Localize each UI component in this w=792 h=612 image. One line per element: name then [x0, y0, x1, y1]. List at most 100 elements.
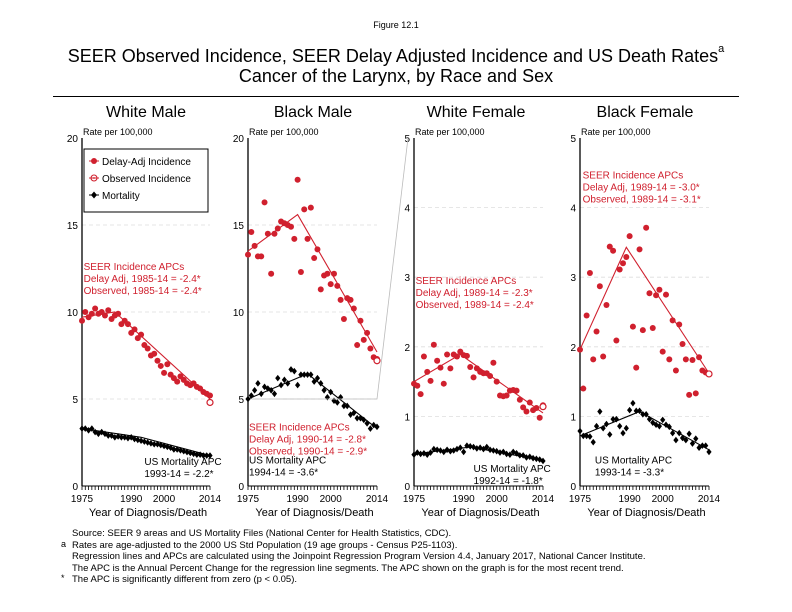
delay-adj-point — [414, 382, 421, 389]
delay-adj-point — [610, 247, 617, 254]
mortality-point — [154, 440, 161, 448]
delay-adj-point — [334, 282, 341, 289]
mortality-point — [314, 374, 321, 382]
mortality-point — [699, 442, 705, 449]
delay-adj-point — [520, 404, 527, 411]
delay-adj-point — [447, 365, 454, 372]
delay-adj-point — [646, 290, 653, 297]
mortality-point — [693, 435, 699, 442]
scale-connector-line — [252, 137, 409, 400]
delay-adj-point — [659, 348, 666, 355]
delay-adj-point — [427, 377, 434, 384]
delay-adj-point — [88, 310, 95, 317]
mortality-point — [361, 416, 367, 424]
observed-point — [206, 398, 214, 407]
mortality-point — [584, 432, 590, 440]
mortality-point — [245, 395, 251, 403]
mortality-point — [686, 430, 692, 438]
mortality-point — [89, 425, 95, 432]
mortality-point — [418, 450, 424, 458]
mortality-point — [656, 422, 662, 430]
delay-adj-point — [174, 378, 181, 385]
mortality-point — [118, 433, 124, 441]
mortality-point — [291, 367, 297, 375]
mortality-point — [593, 422, 600, 430]
delay-adj-point — [454, 353, 460, 360]
x-tick-label: 1975 — [569, 494, 592, 505]
delay-adj-point — [297, 268, 304, 275]
mortality-point — [597, 408, 603, 415]
mortality-point — [105, 432, 111, 439]
footnote-mark: a — [61, 538, 67, 549]
apc-incidence-annotation: Observed, 1989-14 = -3.1* — [583, 194, 701, 205]
mortality-point — [252, 387, 258, 394]
mortality-point — [351, 409, 357, 417]
mortality-point — [374, 423, 380, 431]
mortality-point — [636, 407, 643, 415]
delay-adj-point — [154, 357, 161, 364]
panel-black-male: Black Male Rate per 100,000 0 5 10 15 20 1975 19… — [233, 104, 389, 519]
observed-point — [705, 370, 713, 378]
mortality-point — [334, 399, 340, 406]
delay-adj-point — [274, 225, 281, 232]
delay-adj-point — [463, 352, 470, 359]
delay-adj-point — [583, 312, 590, 319]
chart-title: SEER Observed Incidence, SEER Delay Adju… — [0, 43, 792, 67]
delay-adj-point — [131, 326, 138, 333]
delay-adj-point — [676, 321, 683, 328]
delay-adj-point — [603, 302, 610, 309]
mortality-point — [703, 442, 709, 449]
x-tick-label: 1990 — [120, 494, 143, 505]
delay-adj-point — [513, 387, 520, 394]
delay-adj-point — [639, 327, 646, 334]
footnote-line: Regression lines and APCs are calculated… — [72, 551, 646, 562]
mortality-point — [673, 436, 679, 444]
delay-adj-point — [420, 353, 427, 360]
delay-adj-point — [526, 399, 533, 406]
delay-adj-point — [536, 414, 543, 421]
delay-adj-point — [503, 392, 510, 399]
mortality-point — [204, 452, 210, 459]
delay-adj-point — [467, 363, 474, 370]
delay-adj-point — [271, 230, 278, 237]
y-axis-label: Rate per 100,000 — [249, 127, 319, 137]
y-tick-label: 10 — [233, 308, 245, 319]
y-tick-label: 1 — [404, 412, 410, 423]
mortality-point — [497, 449, 503, 456]
mortality-point — [474, 445, 480, 452]
delay-adj-point — [666, 356, 673, 363]
observed-point — [373, 357, 381, 365]
panel-title: Black Female — [597, 104, 694, 121]
delay-adj-point — [424, 368, 431, 375]
mortality-point — [271, 390, 278, 398]
delay-adj-point — [311, 255, 318, 262]
x-axis-label: Year of Diagnosis/Death — [255, 507, 373, 519]
y-axis-label: Rate per 100,000 — [415, 127, 485, 137]
mortality-point — [610, 415, 616, 423]
x-tick-label: 2014 — [366, 494, 389, 505]
mortality-point — [457, 444, 463, 452]
mortality-point — [281, 376, 287, 384]
mortality-point — [427, 449, 434, 456]
mortality-point — [318, 380, 324, 387]
panel-title: Black Male — [274, 104, 352, 121]
y-tick-label: 5 — [570, 134, 576, 145]
delay-adj-point — [643, 224, 650, 231]
delay-adj-point — [268, 270, 275, 277]
mortality-point — [341, 402, 347, 410]
title-divider — [53, 96, 739, 97]
delay-adj-point — [437, 364, 444, 371]
apc-mortality-annotation: US Mortality APC — [595, 456, 672, 467]
apc-incidence-annotation: Observed, 1990-14 = -2.9* — [249, 446, 367, 457]
mortality-point — [321, 387, 327, 394]
x-tick-label: 1975 — [71, 494, 94, 505]
mortality-point — [470, 443, 477, 451]
legend-box — [83, 148, 209, 213]
mortality-point — [295, 381, 301, 389]
delay-adj-point — [304, 235, 311, 242]
apc-incidence-annotation: Delay Adj, 1990-14 = -2.8* — [249, 434, 366, 445]
mortality-point — [255, 380, 261, 387]
footnote-line: Rates are age-adjusted to the 2000 US St… — [72, 539, 458, 551]
mortality-point — [177, 447, 184, 454]
mortality-point — [148, 440, 154, 447]
